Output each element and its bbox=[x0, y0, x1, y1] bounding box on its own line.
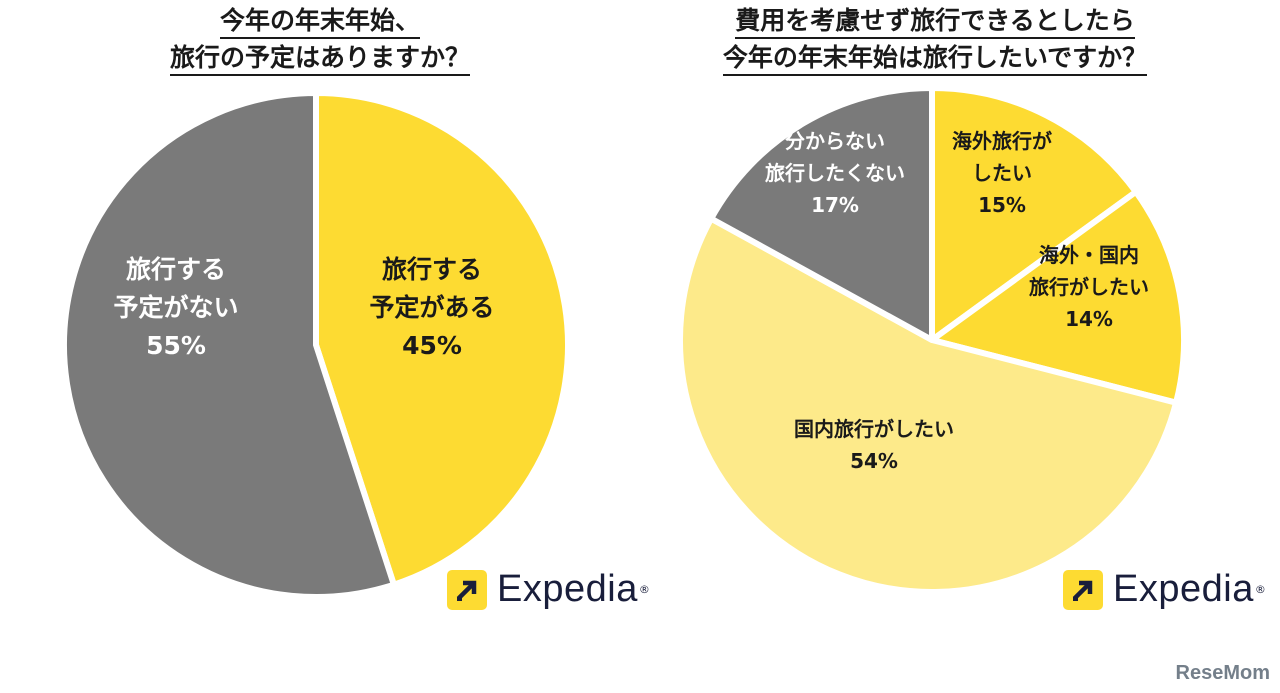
chart-title-left: 今年の年末年始、 旅行の予定はありますか？ bbox=[90, 4, 550, 78]
resemom-watermark: ReseMom bbox=[1175, 662, 1270, 684]
chart-title-right-line-2: 今年の年末年始は旅行したいですか？ bbox=[722, 41, 1148, 76]
slice-value-label: 15% bbox=[978, 193, 1026, 217]
slice-category-label: したい bbox=[972, 161, 1032, 185]
chart-title-left-line-2: 旅行の予定はありますか？ bbox=[169, 41, 470, 76]
slice-category-label: 旅行がしたい bbox=[1029, 275, 1149, 299]
slice-category-label: 国内旅行がしたい bbox=[794, 417, 954, 441]
expedia-wordmark: Expedia bbox=[497, 568, 638, 610]
chart-title-right: 費用を考慮せず旅行できるとしたら 今年の年末年始は旅行したいですか？ bbox=[655, 4, 1215, 78]
slice-value-label: 45% bbox=[402, 331, 462, 360]
slice-category-label: 予定がない bbox=[113, 293, 238, 322]
slice-category-label: 旅行する bbox=[382, 255, 482, 284]
pie-slice bbox=[929, 85, 1139, 343]
registered-mark: ® bbox=[1254, 583, 1266, 596]
slice-value-label: 14% bbox=[1065, 307, 1113, 331]
expedia-wordmark: Expedia bbox=[1113, 568, 1254, 610]
expedia-arrow-icon bbox=[447, 569, 487, 610]
slice-category-label: 海外・国内 bbox=[1039, 243, 1139, 267]
expedia-logo-left: Expedia ® bbox=[447, 568, 650, 611]
slice-category-label: 旅行したくない bbox=[765, 161, 905, 185]
slice-value-label: 17% bbox=[811, 193, 859, 217]
pie-slice bbox=[929, 188, 1187, 406]
slice-value-label: 54% bbox=[850, 449, 898, 473]
slice-category-label: 予定がある bbox=[369, 293, 494, 322]
slice-value-label: 55% bbox=[146, 331, 206, 360]
expedia-logo-right: Expedia ® bbox=[1063, 568, 1266, 611]
pie-slice bbox=[677, 215, 1180, 595]
slice-category-label: 旅行する bbox=[126, 255, 226, 284]
slice-category-label: 分からない bbox=[785, 129, 885, 153]
slice-category-label: 海外旅行が bbox=[952, 129, 1052, 153]
expedia-arrow-icon bbox=[1063, 569, 1103, 610]
pie-slice bbox=[708, 85, 935, 343]
chart-title-left-line-1: 今年の年末年始、 bbox=[219, 4, 420, 39]
chart-title-right-line-1: 費用を考慮せず旅行できるとしたら bbox=[735, 4, 1135, 39]
pie-slice bbox=[313, 90, 571, 588]
pie-slice bbox=[61, 90, 397, 600]
registered-mark: ® bbox=[638, 583, 650, 596]
